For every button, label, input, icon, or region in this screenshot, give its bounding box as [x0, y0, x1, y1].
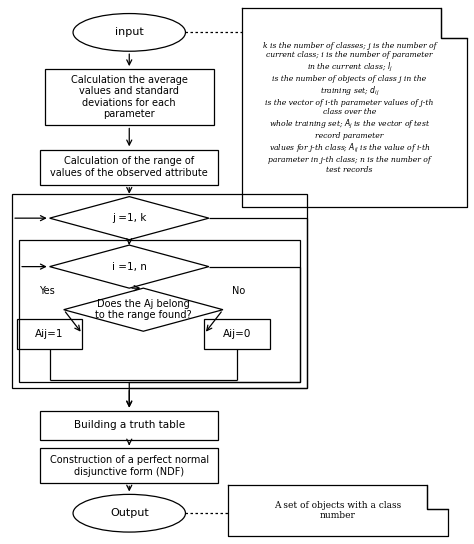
Text: k is the number of classes; j is the number of
current class; i is the number of: k is the number of classes; j is the num… [263, 42, 436, 174]
Text: j =1, k: j =1, k [112, 213, 146, 223]
Text: Construction of a perfect normal
disjunctive form (NDF): Construction of a perfect normal disjunc… [50, 455, 209, 477]
Text: No: No [232, 286, 246, 296]
Text: Does the Aj belong
to the range found?: Does the Aj belong to the range found? [95, 299, 191, 320]
Text: Output: Output [110, 508, 149, 518]
Text: Yes: Yes [38, 286, 55, 296]
Text: i =1, n: i =1, n [112, 262, 146, 271]
Text: Building a truth table: Building a truth table [73, 421, 185, 430]
Text: Calculation the average
values and standard
deviations for each
parameter: Calculation the average values and stand… [71, 75, 188, 119]
Text: Aij=0: Aij=0 [223, 329, 251, 339]
Text: Calculation of the range of
values of the observed attribute: Calculation of the range of values of th… [50, 156, 208, 178]
Text: A set of objects with a class
number: A set of objects with a class number [274, 500, 401, 520]
Text: Aij=1: Aij=1 [36, 329, 64, 339]
Text: input: input [115, 27, 144, 38]
